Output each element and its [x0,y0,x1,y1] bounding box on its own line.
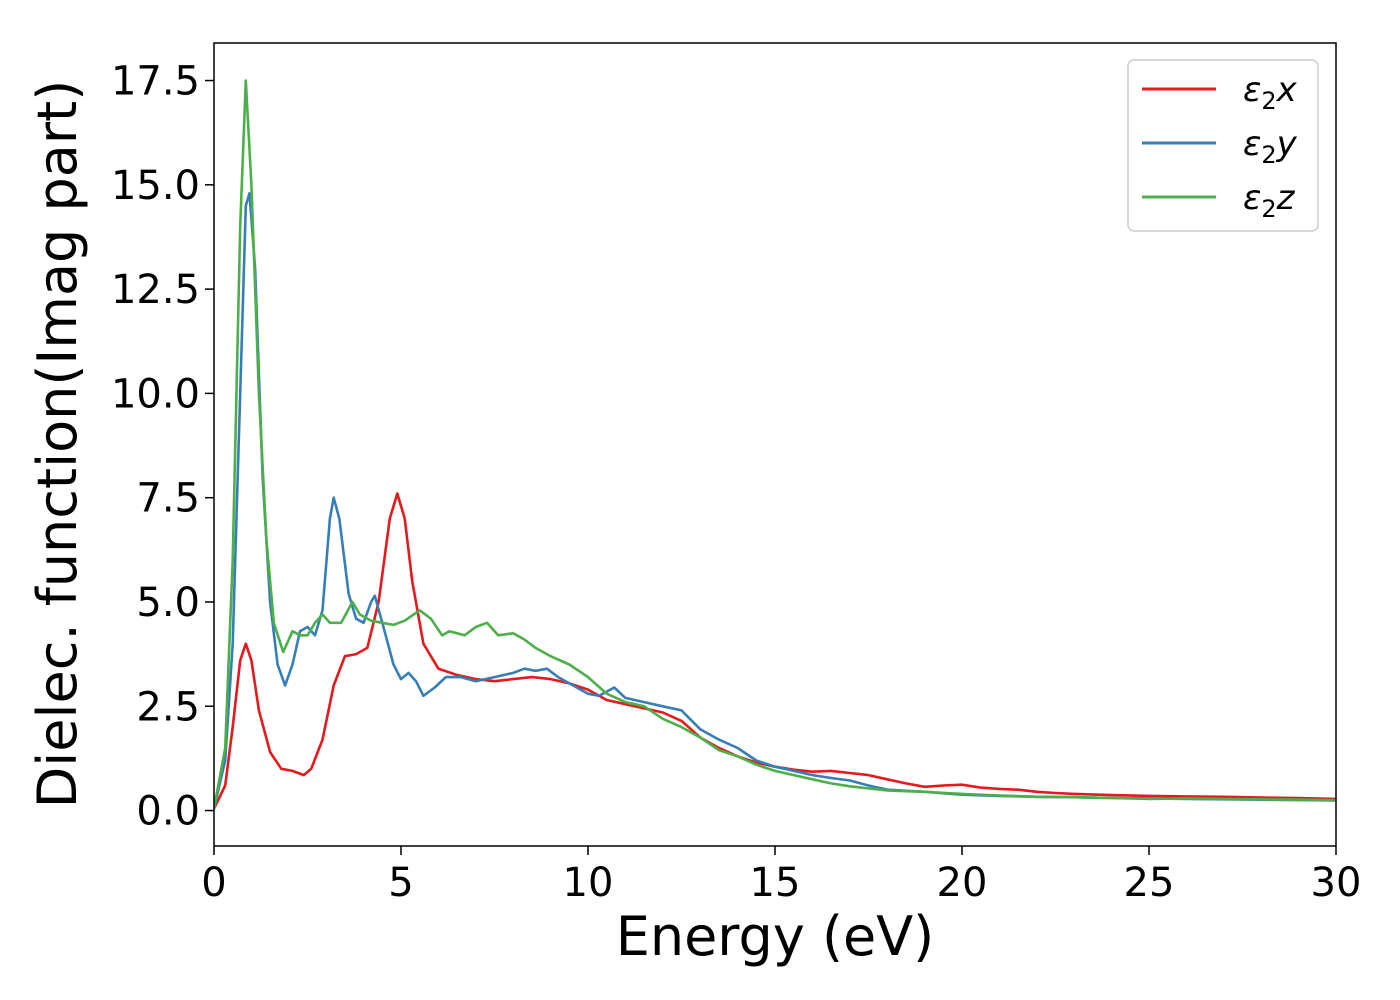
series-line-y [214,191,1336,810]
x-tick-label: 0 [201,860,226,906]
y-tick-label: 12.5 [111,267,200,313]
x-axis-title: Energy (eV) [616,905,935,968]
y-tick-label: 5.0 [136,580,200,626]
legend-label-y: ε2y [1243,124,1298,169]
series-layer [214,79,1336,810]
x-tick-label: 15 [750,860,801,906]
y-axis-ticks: 0.0 2.5 5.0 7.5 10.0 12.5 15.0 17.5 [111,59,214,835]
x-tick-label: 5 [388,860,413,906]
legend-entries: ε2x ε2y ε2z [1142,70,1298,223]
series-line-x [214,492,1336,810]
legend: ε2x ε2y ε2z [1127,59,1319,232]
x-tick-label: 30 [1311,860,1362,906]
legend-label-z: ε2z [1243,178,1296,223]
legend-label-x: ε2x [1243,70,1298,115]
x-axis-ticks: 0 5 10 15 20 25 30 [201,846,1361,906]
x-tick-label: 20 [937,860,988,906]
y-tick-label: 0.0 [136,789,200,835]
x-tick-label: 25 [1124,860,1175,906]
y-tick-label: 15.0 [111,163,200,209]
x-tick-label: 10 [563,860,614,906]
y-tick-label: 17.5 [111,59,200,105]
y-tick-label: 2.5 [136,684,200,730]
y-tick-label: 10.0 [111,371,200,417]
y-tick-label: 7.5 [136,476,200,522]
y-axis-title: Dielec. function(Imag part) [26,80,89,809]
legend-box [1127,59,1319,232]
series-line-z [214,79,1336,810]
